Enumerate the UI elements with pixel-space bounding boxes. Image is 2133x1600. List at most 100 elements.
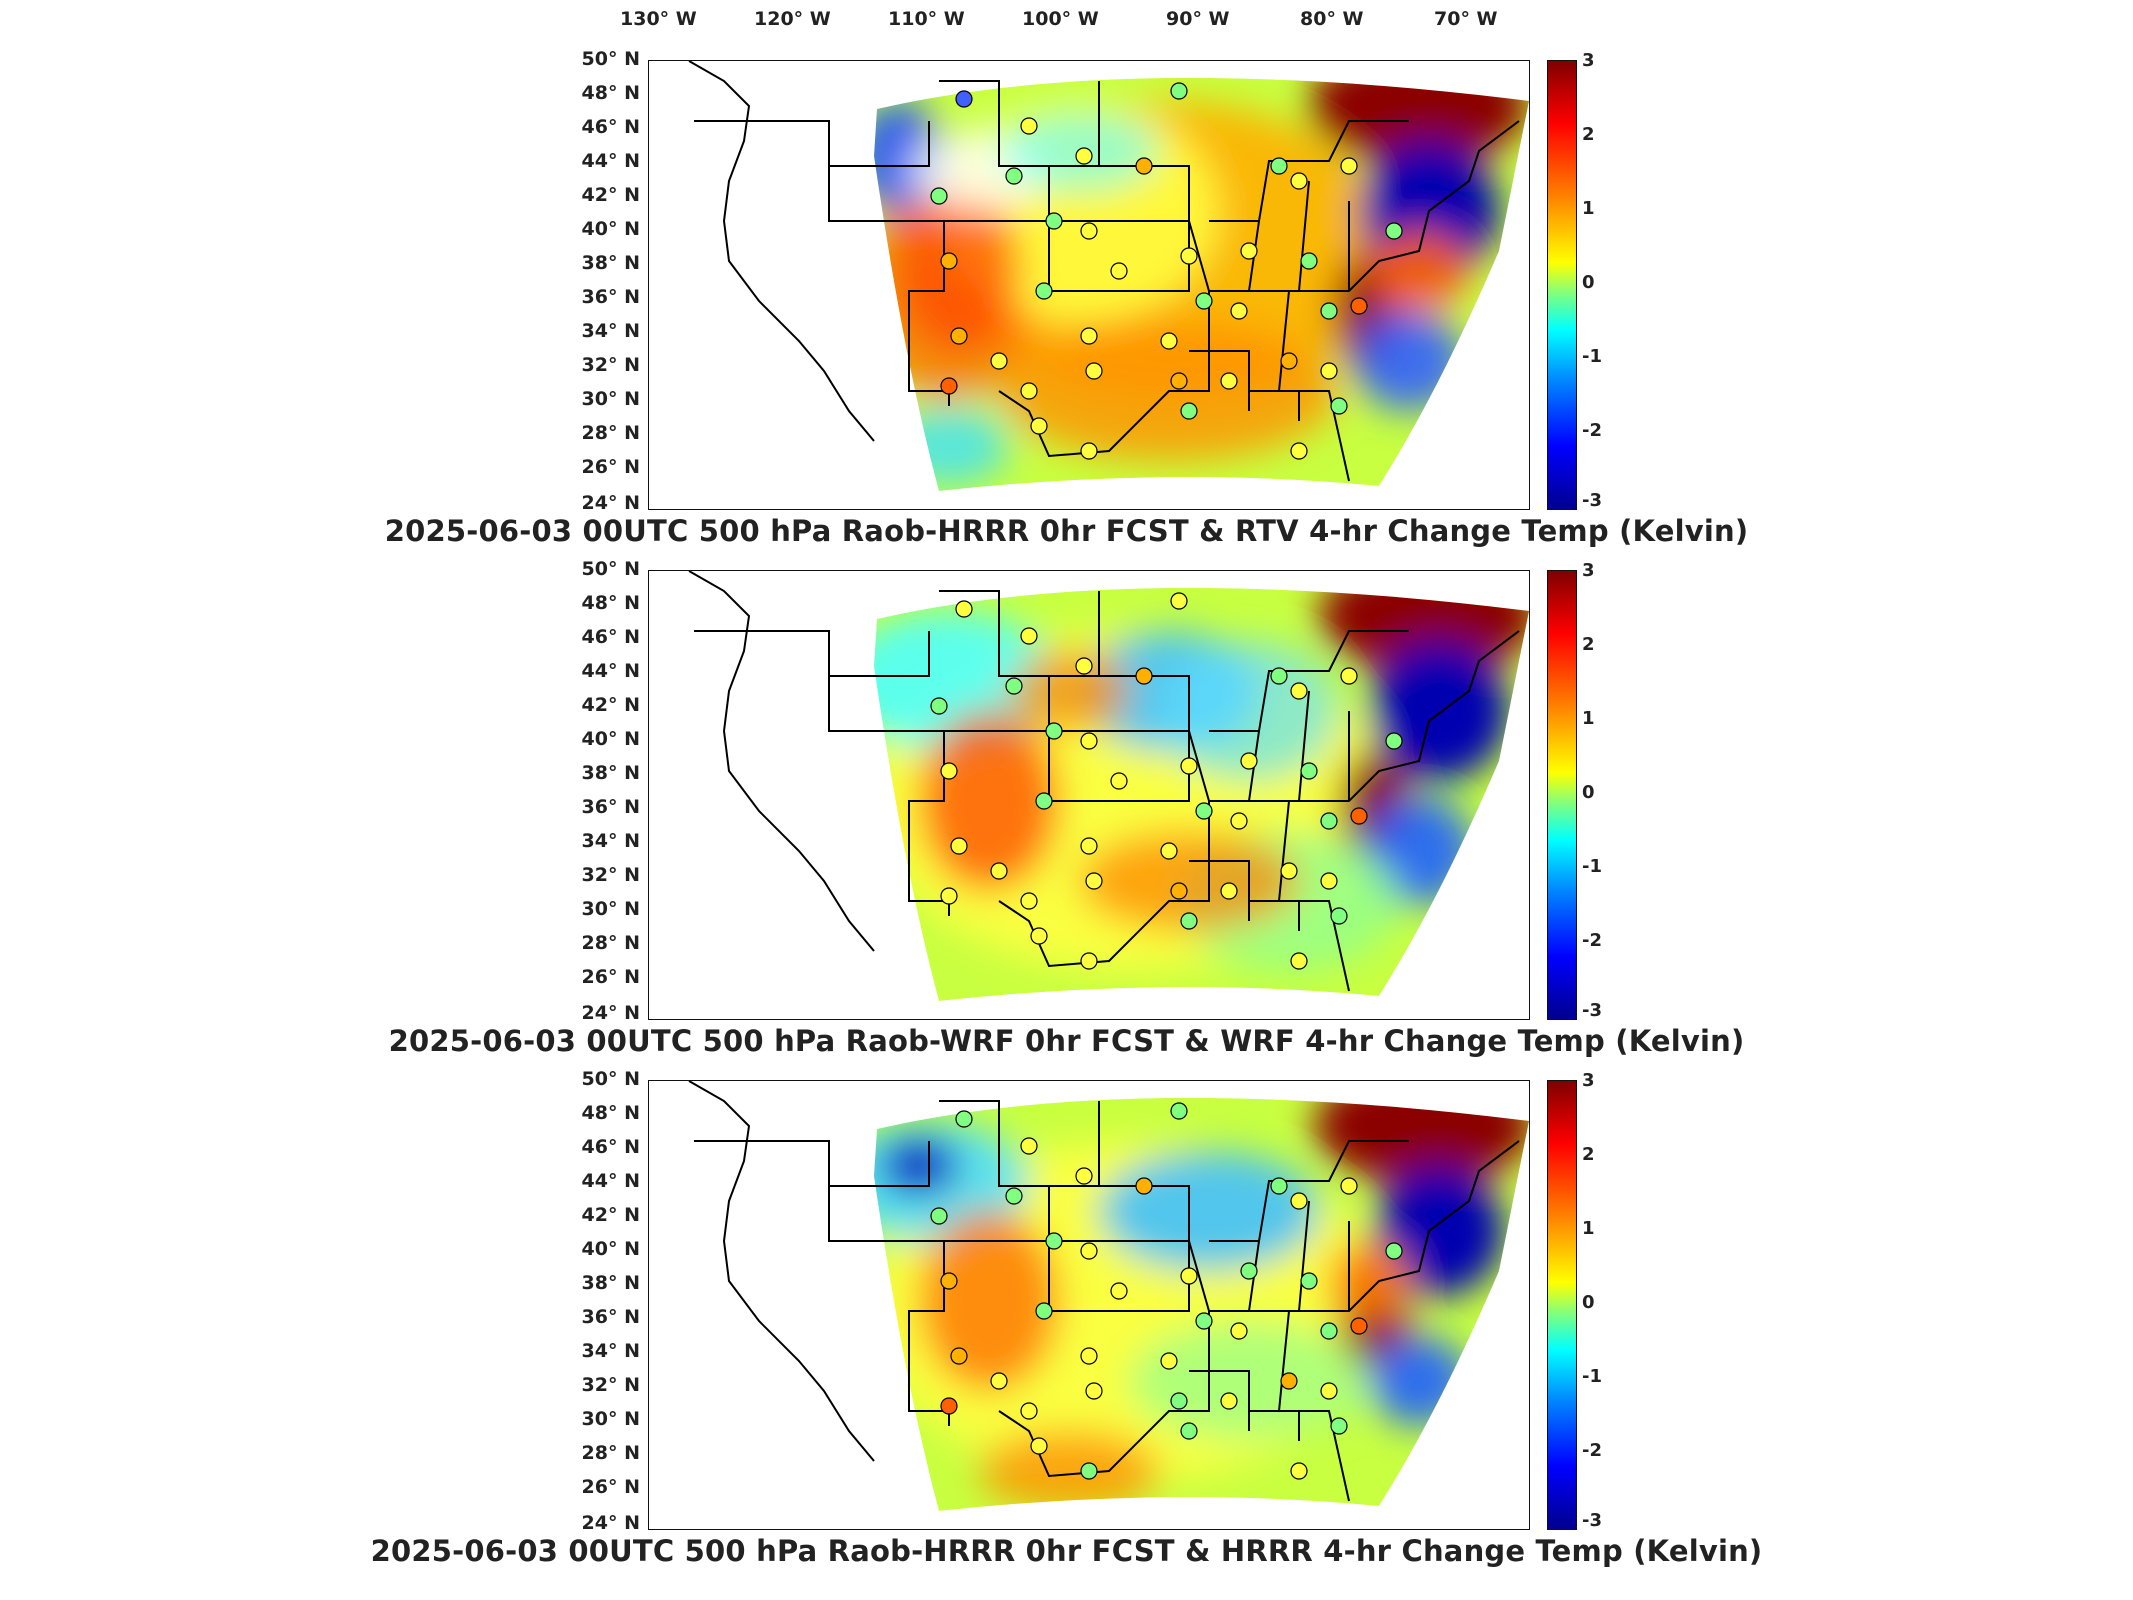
station-marker <box>1020 1402 1038 1420</box>
lat-label: 34° N <box>581 320 640 342</box>
anomaly-patch <box>1369 231 1469 311</box>
anomaly-patch <box>1314 1097 1529 1186</box>
station-marker <box>940 887 958 905</box>
station-marker <box>1280 862 1298 880</box>
station-marker <box>1280 1372 1298 1390</box>
station-marker <box>1220 372 1238 390</box>
boundary-line <box>1209 630 1520 802</box>
lat-label: 24° N <box>581 1002 640 1024</box>
raob-stations <box>930 1102 1403 1480</box>
longitude-axis: 130° W 120° W 110° W 100° W 90° W 80° W … <box>0 0 2133 40</box>
station-marker <box>1075 657 1093 675</box>
station-marker <box>940 1272 958 1290</box>
colorbar-tick-label: -1 <box>1582 856 1602 877</box>
colorbar-tick-label: -1 <box>1582 1366 1602 1387</box>
station-marker <box>1220 882 1238 900</box>
lon-label-130w: 130° W <box>620 8 697 30</box>
station-marker <box>1080 222 1098 240</box>
lat-label: 40° N <box>581 1238 640 1260</box>
colorbar <box>1547 60 1577 510</box>
station-marker <box>955 600 973 618</box>
station-marker <box>1240 242 1258 260</box>
station-marker <box>1330 397 1348 415</box>
lat-label: 50° N <box>581 48 640 70</box>
temperature-map <box>648 60 1530 510</box>
raob-stations <box>930 592 1403 970</box>
colorbar-tick-label: -3 <box>1582 490 1602 511</box>
colorbar <box>1547 1080 1577 1530</box>
lat-label: 32° N <box>581 864 640 886</box>
colorbar-tick-label: -3 <box>1582 1000 1602 1021</box>
station-marker <box>1170 592 1188 610</box>
boundary-line <box>688 571 875 952</box>
anomaly-patch <box>1099 1151 1319 1271</box>
station-marker <box>1230 302 1248 320</box>
lat-label: 44° N <box>581 150 640 172</box>
station-marker <box>1080 732 1098 750</box>
boundary-line <box>1209 1140 1409 1242</box>
anomaly-patch <box>1079 831 1299 931</box>
station-marker <box>1020 892 1038 910</box>
station-marker <box>1080 952 1098 970</box>
station-marker <box>1075 147 1093 165</box>
field-anomalies <box>874 77 1529 486</box>
anomaly-patch <box>1009 651 1129 731</box>
station-marker <box>1080 1462 1098 1480</box>
lat-label: 48° N <box>581 1102 640 1124</box>
map-canvas <box>688 571 1529 1001</box>
station-marker <box>1030 417 1048 435</box>
anomaly-patch <box>879 1136 959 1196</box>
panel-title: 2025-06-03 00UTC 500 hPa Raob-HRRR 0hr F… <box>384 514 1749 548</box>
station-marker <box>1020 117 1038 135</box>
lon-label-100w: 100° W <box>1022 8 1099 30</box>
station-marker <box>1045 1232 1063 1250</box>
boundary-line <box>1189 860 1300 931</box>
station-marker <box>1290 682 1308 700</box>
station-marker <box>950 837 968 855</box>
station-marker <box>1080 327 1098 345</box>
lat-label: 32° N <box>581 354 640 376</box>
station-marker <box>950 327 968 345</box>
station-marker <box>1385 222 1403 240</box>
lat-label: 26° N <box>581 966 640 988</box>
station-marker <box>1290 952 1308 970</box>
colorbar-tick-label: 2 <box>1582 634 1595 655</box>
station-marker <box>1385 732 1403 750</box>
boundary-line <box>828 631 930 677</box>
colorbar-tick-label: 3 <box>1582 50 1595 71</box>
boundary-line <box>828 1141 930 1187</box>
station-marker <box>1180 1422 1198 1440</box>
lat-label: 38° N <box>581 762 640 784</box>
station-marker <box>940 1397 958 1415</box>
station-marker <box>955 90 973 108</box>
station-marker <box>1085 362 1103 380</box>
station-marker <box>1230 812 1248 830</box>
lat-label: 50° N <box>581 558 640 580</box>
station-marker <box>1230 1322 1248 1340</box>
station-marker <box>1035 282 1053 300</box>
map-panel-wrf: 50° N 48° N 46° N 44° N 42° N 40° N 38° N 36° N… <box>0 558 2133 1080</box>
lat-label: 36° N <box>581 796 640 818</box>
lat-label: 38° N <box>581 1272 640 1294</box>
station-marker <box>1075 1167 1093 1185</box>
anomaly-patch <box>1309 77 1529 166</box>
station-marker <box>1030 927 1048 945</box>
colorbar-tick-label: -2 <box>1582 930 1602 951</box>
station-marker <box>1180 1267 1198 1285</box>
lat-label: 34° N <box>581 830 640 852</box>
colorbar-tick-label: 1 <box>1582 708 1595 729</box>
anomaly-patch <box>919 1211 1059 1391</box>
lat-label: 24° N <box>581 1512 640 1534</box>
station-marker <box>1110 262 1128 280</box>
lat-label: 44° N <box>581 1170 640 1192</box>
station-marker <box>1195 1312 1213 1330</box>
station-marker <box>1170 372 1188 390</box>
station-marker <box>940 377 958 395</box>
lat-label: 30° N <box>581 898 640 920</box>
lat-label: 26° N <box>581 1476 640 1498</box>
station-marker <box>1195 292 1213 310</box>
station-marker <box>930 1207 948 1225</box>
station-marker <box>1045 212 1063 230</box>
anomaly-patch <box>889 406 1009 486</box>
station-marker <box>1290 1462 1308 1480</box>
